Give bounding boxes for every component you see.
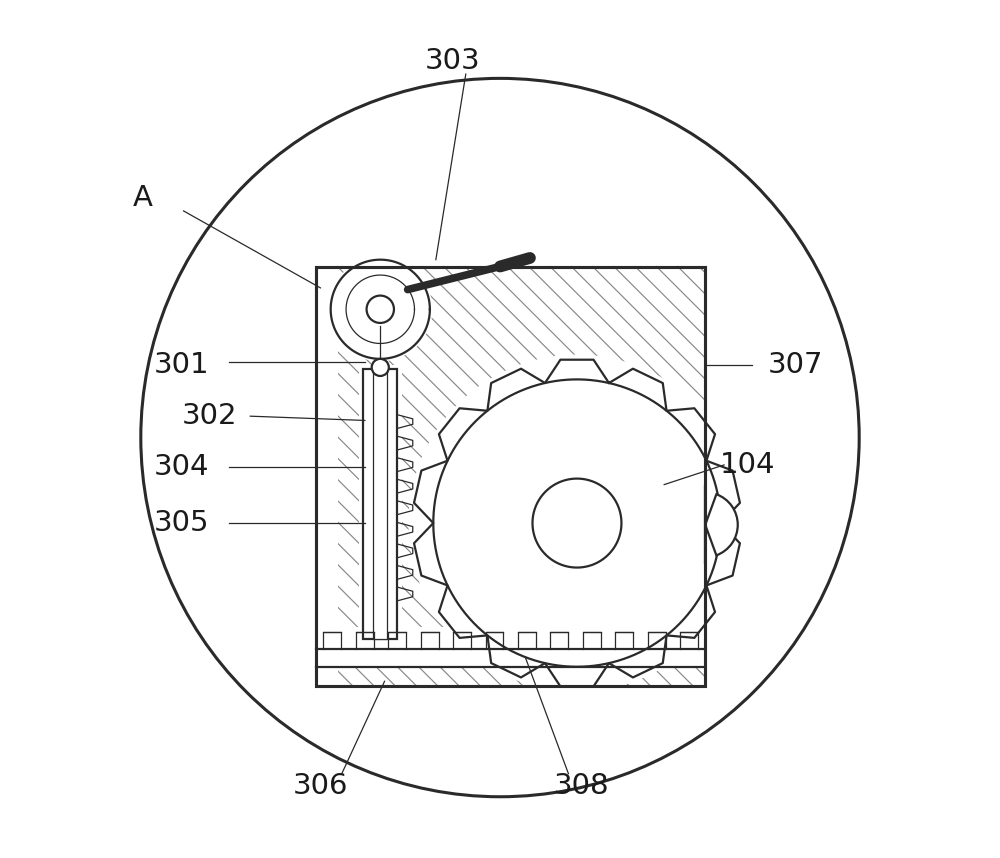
Text: 305: 305 — [154, 509, 210, 537]
Text: 301: 301 — [154, 351, 210, 379]
Bar — [359, 365, 402, 638]
Text: 303: 303 — [425, 47, 481, 76]
Wedge shape — [705, 494, 738, 555]
Text: A: A — [133, 184, 152, 212]
Bar — [316, 267, 705, 686]
Bar — [316, 267, 705, 686]
Bar — [316, 627, 705, 667]
Bar — [316, 267, 338, 686]
Text: 307: 307 — [767, 351, 823, 379]
Text: 302: 302 — [181, 402, 237, 430]
Text: 308: 308 — [553, 772, 609, 801]
Circle shape — [408, 354, 745, 692]
Text: 304: 304 — [154, 454, 210, 481]
Text: 104: 104 — [720, 451, 776, 479]
Polygon shape — [533, 479, 621, 567]
Polygon shape — [414, 360, 740, 686]
Bar — [316, 267, 705, 686]
Bar — [363, 369, 397, 638]
Bar — [373, 369, 387, 638]
Circle shape — [367, 296, 394, 323]
Circle shape — [328, 257, 432, 361]
Circle shape — [372, 359, 389, 376]
Text: 306: 306 — [293, 772, 348, 801]
